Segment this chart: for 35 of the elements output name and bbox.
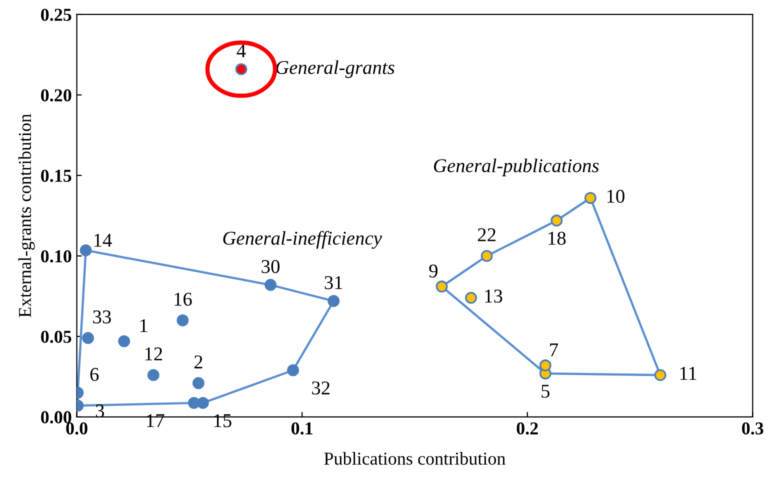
annotation: 14 — [94, 234, 112, 247]
y-tick-label: 0.15 — [41, 170, 72, 182]
annotation: 15 — [214, 414, 232, 428]
annotation: 31 — [324, 276, 342, 290]
x-tick-label: 0.2 — [516, 422, 538, 435]
annotation: 18 — [548, 232, 566, 245]
annotation: 33 — [93, 310, 111, 324]
annotation: 11 — [680, 366, 696, 380]
annotation: 6 — [90, 368, 99, 381]
x-tick-label: 0.0 — [66, 422, 88, 435]
annotation: 1 — [140, 319, 148, 332]
annotation: 10 — [607, 190, 624, 203]
x-tick-label: 0.3 — [742, 422, 764, 435]
annotation: 32 — [312, 381, 330, 395]
annotation: General-publications — [434, 158, 599, 176]
y-tick-label: 0.20 — [41, 89, 72, 102]
annotation: 7 — [550, 343, 558, 356]
y-tick-label: 0.05 — [41, 330, 72, 343]
x-axis-title: Publications contribution — [324, 452, 506, 465]
annotation: 12 — [145, 347, 162, 360]
annotation: General-inefficiency — [223, 230, 382, 249]
annotation: 9 — [429, 264, 438, 278]
annotation: 22 — [478, 228, 496, 242]
annotation: 13 — [485, 290, 502, 303]
x-tick-label: 0.1 — [291, 422, 312, 435]
annotation: 2 — [194, 355, 202, 368]
annotation: 30 — [262, 260, 280, 274]
annotation: General-grants — [276, 60, 394, 78]
annotation: 16 — [174, 292, 192, 306]
y-tick-label: 0.00 — [41, 411, 72, 424]
y-tick-label: 0.10 — [41, 250, 72, 262]
annotation: 5 — [542, 384, 550, 398]
y-tick-label: 0.25 — [41, 8, 72, 21]
annotation: 4 — [236, 44, 246, 58]
y-axis-title: External-grants contribution — [18, 114, 35, 318]
